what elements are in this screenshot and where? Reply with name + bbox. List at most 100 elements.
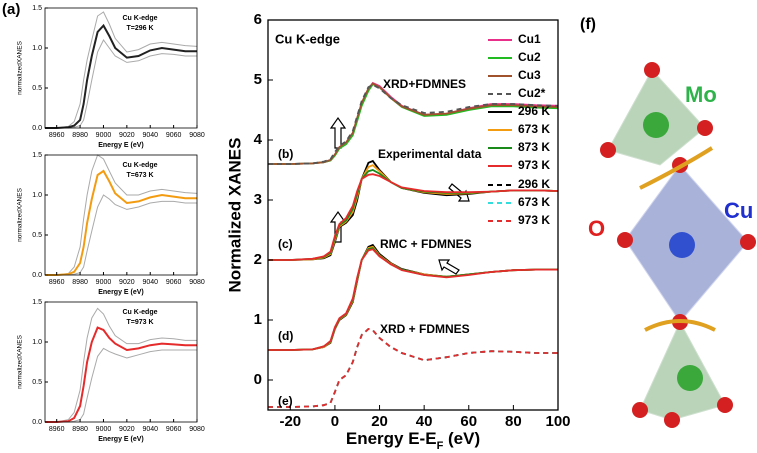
x-tick-label: 9020 [119,426,135,433]
x-tick-label: 8960 [49,132,65,139]
y-tick-label: 1.5 [32,152,42,159]
y-tick-label: 1.0 [32,45,42,52]
y-tick-label: 0 [254,371,262,388]
x-axis-label: Energy E (eV) [98,436,144,443]
x-tick-label: 9080 [189,426,205,433]
legend-label: 296 K [518,104,550,118]
annotation: Cu K-edge [275,31,340,46]
x-tick-label: 9020 [119,132,135,139]
y-tick-label: 2 [254,251,262,268]
x-tick-label: 8960 [49,279,65,286]
x-tick-label: 9040 [142,279,158,286]
legend-label: Cu1 [518,32,541,46]
cu-atom [669,232,695,258]
y-tick-label: 1.0 [32,192,42,199]
line [268,328,558,408]
plot-frame [44,7,198,129]
atom-label: Mo [685,82,717,107]
legend-label: Cu2 [518,50,541,64]
line [45,307,197,423]
y-tick-label: 4 [254,131,263,148]
legend-label: 673 K [518,195,550,209]
x-tick-label: 40 [416,413,433,430]
line [45,23,197,129]
line [45,39,197,129]
panel-label: (a) [2,1,20,18]
x-tick-label: 9020 [119,279,135,286]
x-tick-label: 8960 [49,426,65,433]
atom-label: Cu [724,198,753,223]
x-axis-label: Energy E (eV) [98,142,144,149]
annotation: (e) [278,394,293,408]
line [45,347,197,423]
x-tick-label: 9080 [189,132,205,139]
x-axis-label: Energy E (eV) [98,289,144,296]
y-tick-label: 1.5 [32,299,42,306]
line [45,326,197,423]
y-tick-label: 0.5 [32,379,42,386]
x-axis-label-part: F [437,440,444,452]
x-tick-label: 20 [371,413,388,430]
x-tick-label: 8980 [72,132,88,139]
y-axis-label: normalizedXANES [17,334,24,388]
x-tick-label: 9080 [189,279,205,286]
plot-frame [44,154,198,276]
x-axis-label: Energy E-EF (eV) [346,429,480,451]
x-tick-label: -20 [279,413,301,430]
annotation: T=296 K [126,25,153,32]
line [45,194,197,276]
annotation: Cu K-edge [123,309,158,316]
x-tick-label: 9060 [166,132,182,139]
x-axis-label-part: (eV) [443,429,480,448]
x-tick-label: 9040 [142,426,158,433]
annotation: RMC + FDMNES [380,237,472,251]
annotation: Cu K-edge [123,162,158,169]
legend-label: 973 K [518,213,550,227]
x-tick-label: 8980 [72,426,88,433]
x-tick-label: 9060 [166,426,182,433]
line [45,11,198,129]
panel-label: (f) [580,16,596,33]
x-tick-label: 0 [331,413,339,430]
annotation: (c) [278,237,293,251]
legend-label: 973 K [518,158,550,172]
x-tick-label: 100 [545,413,570,430]
legend-label: Cu2* [518,86,546,100]
structure: (f) Mo Cu O [580,16,756,428]
rotation-arrow [644,319,716,332]
y-tick-label: 0.5 [32,232,42,239]
annotation: Experimental data [378,147,482,161]
x-tick-label: 80 [505,413,522,430]
annotation: T=973 K [126,319,153,326]
line [268,83,559,165]
plot-frame [44,301,198,423]
y-tick-label: 0.0 [32,125,42,132]
x-tick-label: 9000 [96,132,112,139]
x-tick-label: 9040 [142,132,158,139]
annotation: XRD+FDMNES [383,77,466,91]
annotation: (b) [278,147,293,161]
y-tick-label: 1.0 [32,339,42,346]
y-tick-label: 1.5 [32,5,42,12]
plot-frame [267,19,559,411]
x-tick-label: 8980 [72,279,88,286]
y-axis-label: Normalized XANES [225,138,244,293]
rotation-arrow [639,146,714,190]
line [268,173,559,261]
y-tick-label: 5 [254,71,262,88]
annotation: (d) [278,329,293,343]
y-tick-label: 6 [254,11,262,28]
legend-label: Cu3 [518,68,541,82]
line [268,328,558,408]
legend-label: 296 K [518,177,550,191]
x-tick-label: 9060 [166,279,182,286]
atom-label: O [588,216,605,241]
y-axis-label: normalizedXANES [17,40,24,94]
y-tick-label: 1 [254,311,262,328]
annotation: Cu K-edge [123,15,158,22]
x-axis-label-part: Energy E-E [346,429,437,448]
x-tick-label: 9000 [96,279,112,286]
line [268,248,558,351]
mo-atom [677,365,703,391]
